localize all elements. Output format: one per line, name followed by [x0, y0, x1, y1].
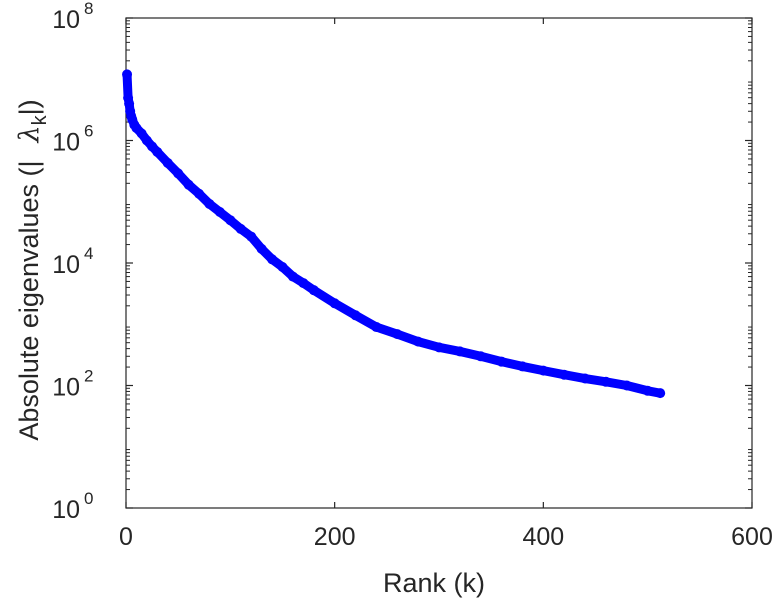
- data-point: [183, 179, 194, 190]
- y-tick-label-exponent: 6: [84, 122, 93, 141]
- y-tick-label-exponent: 2: [84, 367, 93, 386]
- y-tick-label-exponent: 0: [84, 489, 93, 508]
- data-point: [371, 322, 382, 333]
- data-point: [256, 243, 267, 254]
- data-point: [225, 215, 236, 226]
- data-point: [173, 168, 184, 179]
- data-point: [559, 369, 570, 380]
- data-point: [475, 351, 486, 362]
- data-point: [329, 298, 340, 309]
- y-tick-label-base: 10: [52, 251, 80, 279]
- y-tick-label-base: 10: [52, 374, 80, 402]
- x-tick-label: 600: [731, 523, 773, 551]
- data-point: [517, 361, 528, 372]
- data-point: [308, 285, 319, 296]
- y-axis-label: Absolute eigenvalues (| λk|): [14, 99, 51, 440]
- data-point: [496, 356, 507, 367]
- data-point: [413, 336, 424, 347]
- data-point: [298, 278, 309, 289]
- data-point: [162, 157, 173, 168]
- data-point: [152, 146, 163, 157]
- axis-ticks: [125, 17, 753, 509]
- y-tick-label-base: 10: [52, 496, 80, 524]
- data-point: [194, 188, 205, 199]
- data-point: [277, 262, 288, 273]
- x-tick-label: 0: [119, 523, 133, 551]
- data-point: [246, 231, 257, 242]
- y-tick-label-exponent: 4: [84, 244, 93, 263]
- y-tick-label-base: 10: [52, 6, 80, 34]
- x-tick-label: 200: [314, 523, 356, 551]
- y-tick-label-base: 10: [52, 129, 80, 157]
- y-axis-label-lambda: λ: [14, 125, 45, 143]
- y-axis-label-suffix: |): [14, 99, 44, 115]
- data-point: [655, 388, 666, 399]
- data-point: [538, 365, 549, 376]
- data-point: [267, 254, 278, 265]
- plot-area-box: [125, 17, 753, 509]
- data-point: [621, 380, 632, 391]
- y-axis-label-prefix: Absolute eigenvalues (|: [14, 160, 44, 440]
- data-point: [287, 271, 298, 282]
- data-point: [580, 373, 591, 384]
- data-point: [600, 376, 611, 387]
- data-point: [392, 329, 403, 340]
- data-series: [122, 69, 666, 399]
- data-point: [122, 69, 133, 80]
- y-tick-label-exponent: 8: [84, 0, 93, 18]
- data-point: [642, 385, 653, 396]
- data-point: [124, 98, 135, 109]
- data-point: [235, 223, 246, 234]
- data-point: [136, 128, 147, 139]
- data-point: [434, 342, 444, 353]
- data-point: [454, 346, 465, 357]
- data-point: [350, 310, 361, 321]
- x-tick-label: 400: [522, 523, 564, 551]
- data-point: [214, 207, 225, 218]
- y-axis-label-subscript: k: [29, 114, 51, 125]
- x-axis-label: Rank (k): [383, 568, 485, 598]
- data-point: [204, 198, 215, 209]
